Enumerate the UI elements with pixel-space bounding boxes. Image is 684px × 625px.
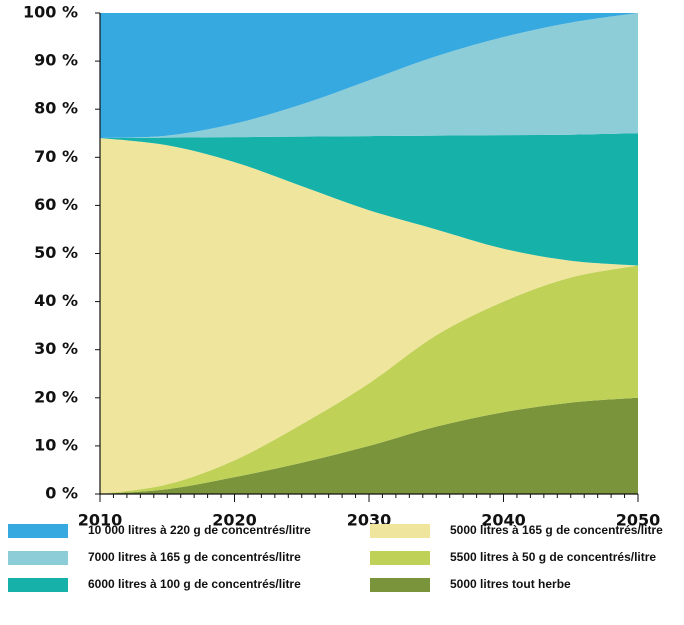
- x-tick-label: 2010: [78, 511, 123, 530]
- legend-label: 7000 litres à 165 g de concentrés/litre: [88, 550, 301, 564]
- x-tick-label: 2050: [616, 511, 661, 530]
- legend-label: 6000 litres à 100 g de concentrés/litre: [88, 577, 301, 591]
- y-tick-label: 70 %: [34, 147, 78, 166]
- legend-label: 5500 litres à 50 g de concentrés/litre: [450, 550, 656, 564]
- legend-swatch: [8, 524, 68, 538]
- legend-label: 5000 litres tout herbe: [450, 577, 571, 591]
- area: [100, 265, 638, 494]
- area: [100, 13, 638, 139]
- legend-label: 10 000 litres à 220 g de concentrés/litr…: [88, 523, 311, 537]
- legend-swatch: [370, 551, 430, 565]
- y-tick-label: 90 %: [34, 51, 78, 70]
- area: [100, 13, 638, 139]
- legend-swatch: [370, 578, 430, 592]
- x-tick-label: 2020: [212, 511, 257, 530]
- x-tick-label: 2040: [481, 511, 526, 530]
- area: [100, 133, 638, 266]
- y-tick-label: 100 %: [23, 3, 78, 22]
- y-tick-label: 40 %: [34, 291, 78, 310]
- y-tick-label: 60 %: [34, 195, 78, 214]
- legend-swatch: [8, 578, 68, 592]
- y-tick-label: 0 %: [45, 484, 78, 503]
- y-tick-label: 50 %: [34, 243, 78, 262]
- y-tick-label: 20 %: [34, 387, 78, 406]
- y-tick-label: 80 %: [34, 99, 78, 118]
- legend-label: 5000 litres à 165 g de concentrés/litre: [450, 523, 663, 537]
- legend-swatch: [370, 524, 430, 538]
- y-tick-label: 30 %: [34, 339, 78, 358]
- legend-swatch: [8, 551, 68, 565]
- area: [100, 138, 638, 494]
- y-tick-label: 10 %: [34, 435, 78, 454]
